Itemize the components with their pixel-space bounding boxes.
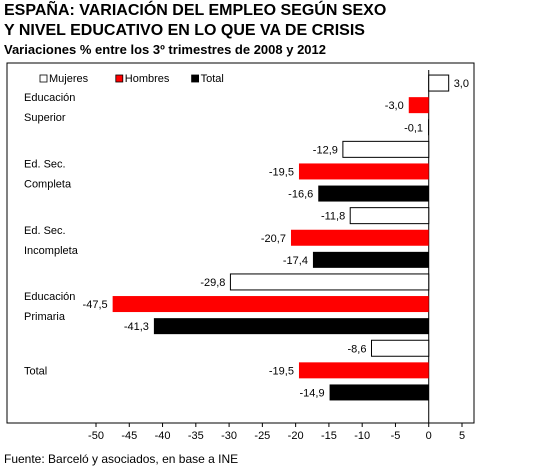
data-label: -0,1 [404,122,423,134]
bar-mujeres-superior [428,74,450,92]
category-label: Ed. Sec. [24,225,66,237]
bar-total-superior [428,119,429,136]
legend-label: Total [201,73,224,85]
bar-hombres-superior [408,97,429,114]
x-tick-label: -45 [121,430,137,442]
bar-mujeres-ed-sec-incompleta [349,207,430,225]
x-tick-label: -5 [391,430,401,442]
category-label: Completa [24,178,72,190]
data-label: -8,6 [348,343,367,355]
category-label: Ed. Sec. [24,158,66,170]
data-label: -41,3 [124,321,149,333]
data-label: -16,6 [288,189,313,201]
x-tick-label: -40 [155,430,171,442]
data-label: -17,4 [283,255,308,267]
x-tick-label: 5 [459,430,465,442]
data-label: 3,0 [454,78,469,90]
x-tick-label: -20 [288,430,304,442]
chart-source: Fuente: Barceló y asociados, en base a I… [4,452,239,466]
category-label: Primaria [24,311,66,323]
x-tick-label: -15 [321,430,337,442]
data-label: -3,0 [385,100,404,112]
data-label: -47,5 [83,299,108,311]
legend-label: Hombres [125,73,170,85]
data-label: -14,9 [299,387,324,399]
bar-hombres-primaria [112,296,429,313]
bar-hombres-ed-sec-incompleta [290,229,429,246]
x-tick-label: -10 [354,430,370,442]
category-label: Educación [24,92,75,104]
x-tick-label: -35 [188,430,204,442]
data-label: -19,5 [269,365,294,377]
bar-total-ed-sec-completa [318,185,429,202]
bar-hombres-ed-sec-completa [298,163,429,180]
x-tick-label: -30 [221,430,237,442]
x-tick-label: 0 [426,430,432,442]
category-label: Incompleta [24,245,79,257]
x-tick-label: -25 [254,430,270,442]
data-label: -29,8 [200,277,225,289]
bar-mujeres-primaria [229,273,430,291]
bar-total-total [329,384,429,401]
category-label: Educación [24,291,75,303]
bar-total-ed-sec-incompleta [312,251,429,268]
data-label: -11,8 [321,211,345,223]
bar-total-primaria [153,318,429,335]
chart-subtitle: Variaciones % entre los 3º trimestres de… [4,42,326,57]
category-label: Total [24,365,47,377]
data-label: -20,7 [261,233,286,245]
chart-title-line2: Y NIVEL EDUCATIVO EN LO QUE VA DE CRISIS [4,22,365,39]
legend-swatch [115,74,124,83]
bar-hombres-total [298,362,429,379]
x-tick-label: -50 [88,430,104,442]
bar-mujeres-total [370,339,430,357]
bar-mujeres-ed-sec-completa [342,140,430,158]
data-label: -12,9 [313,144,338,156]
data-label: -19,5 [269,166,294,178]
legend-swatch [39,74,48,83]
legend-label: Mujeres [49,73,89,85]
chart-title-line1: ESPAÑA: VARIACIÓN DEL EMPLEO SEGÚN SEXO [4,2,387,19]
category-label: Superior [24,112,66,124]
legend-swatch [191,74,200,83]
